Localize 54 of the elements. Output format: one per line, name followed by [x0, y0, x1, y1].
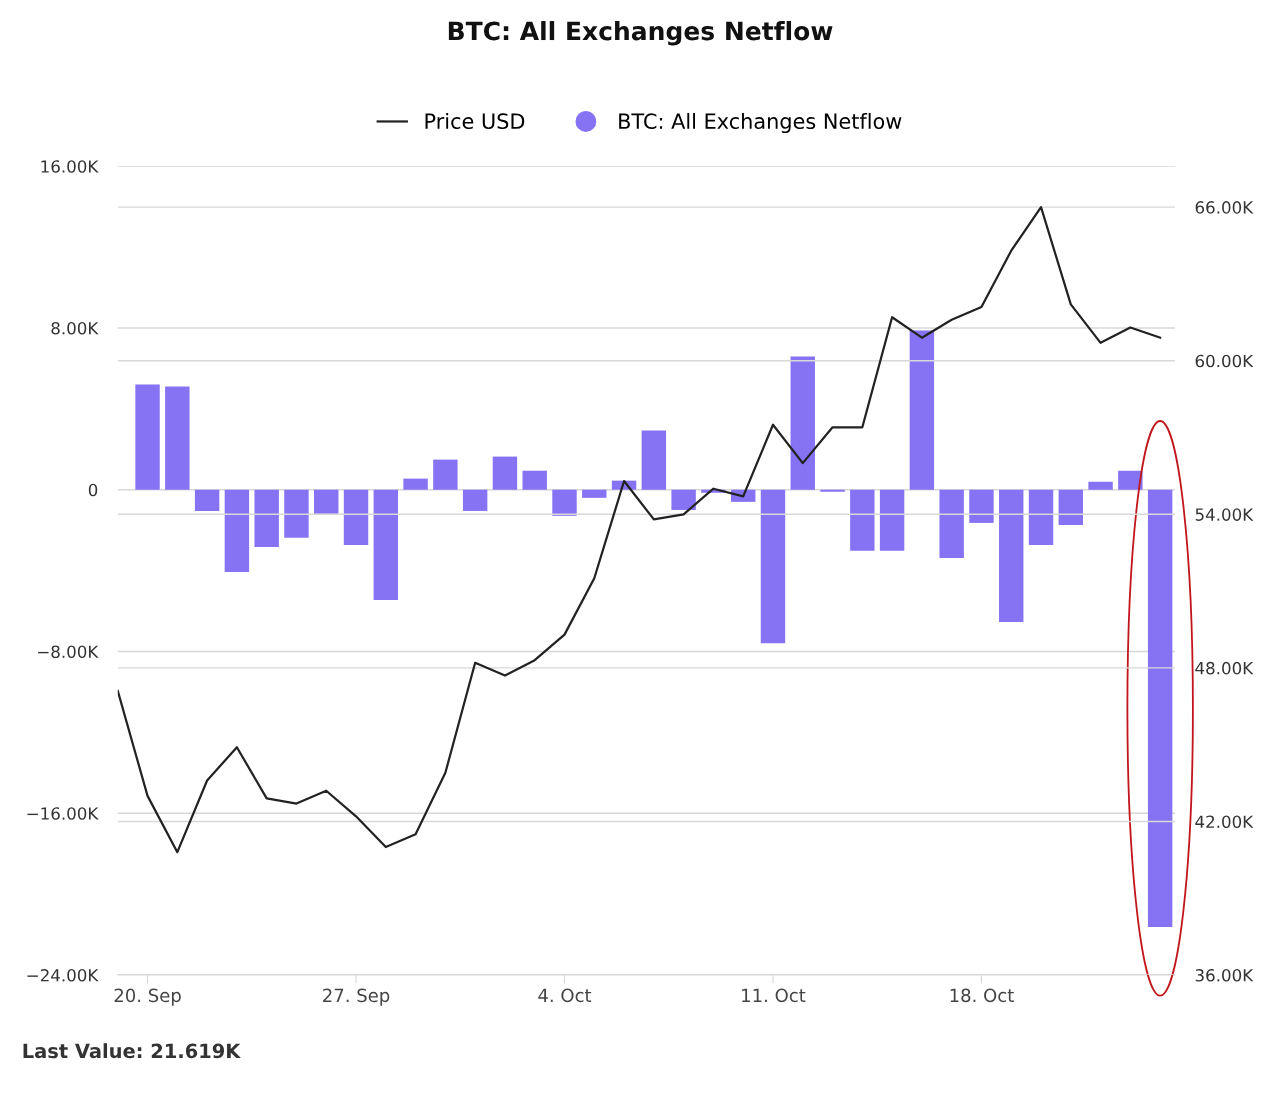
legend-label: Price USD: [425, 112, 525, 130]
bar: [552, 489, 577, 516]
x-tick-label: 18. Oct: [950, 988, 1014, 1003]
bar: [582, 489, 607, 498]
y-tick-label: 8.00K: [51, 321, 99, 335]
x-tick-label: 27. Sep: [323, 988, 390, 1006]
bar: [790, 356, 815, 490]
bar: [254, 489, 279, 547]
y2-tick-label: 36.00K: [1195, 969, 1254, 982]
y2-tick-label: 48.00K: [1195, 661, 1254, 675]
bar: [1058, 489, 1084, 525]
bar: [314, 489, 339, 514]
y2-tick-label: 42.00K: [1195, 815, 1254, 829]
y-tick-label: −16.00K: [27, 807, 99, 820]
bar: [433, 459, 458, 490]
bar: [820, 489, 845, 492]
legend-label: BTC: All Exchanges Netflow: [619, 112, 902, 134]
bar: [284, 489, 309, 538]
bar: [1028, 489, 1054, 545]
y-tick-label: 0: [88, 483, 98, 497]
y-tick-label: −8.00K: [38, 645, 99, 659]
bar: [760, 489, 786, 644]
bar: [671, 489, 696, 510]
bar: [999, 489, 1024, 622]
bar: [135, 384, 160, 490]
bar: [969, 489, 994, 523]
y-tick-label: 16.00K: [41, 160, 99, 173]
bar: [224, 489, 250, 573]
x-tick-label: 20. Sep: [114, 988, 181, 1006]
bar: [1118, 470, 1143, 490]
bar: [641, 430, 667, 490]
y2-tick-label: 60.00K: [1195, 354, 1254, 368]
bar: [879, 489, 905, 551]
bar: [165, 386, 190, 490]
x-tick-label: 4. Oct: [538, 988, 592, 1003]
bar: [1147, 489, 1173, 927]
bar: [850, 489, 875, 551]
bar: [462, 489, 488, 511]
line-series: [117, 206, 1162, 854]
bar: [403, 478, 428, 490]
bar: [909, 330, 935, 490]
bar: [194, 489, 220, 511]
y2-tick-label: 54.00K: [1195, 508, 1254, 521]
bar: [373, 489, 399, 600]
bar: [939, 489, 964, 558]
bar: [1088, 481, 1113, 490]
bar: [492, 456, 518, 490]
chart-title: BTC: All Exchanges Netflow: [448, 21, 833, 46]
x-tick-label: 11. Oct: [742, 988, 806, 1003]
y2-tick-label: 66.00K: [1195, 201, 1254, 214]
bar: [343, 489, 369, 545]
bar: [522, 470, 547, 490]
text: Last Value: 21.619K: [23, 1043, 241, 1059]
y-tick-label: −24.00K: [27, 969, 99, 982]
